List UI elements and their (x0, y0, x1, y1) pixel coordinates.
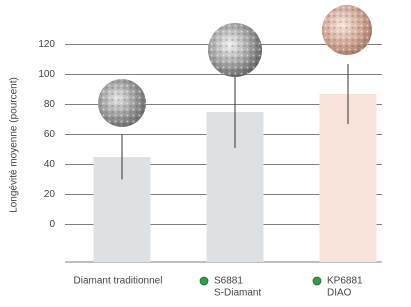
y-tick-label: 60 (44, 129, 56, 140)
y-tick-label: 120 (38, 39, 55, 50)
x-tick-label: S-Diamant (214, 288, 261, 299)
x-tick-label: S6881 (214, 276, 243, 287)
texture-image (98, 79, 146, 127)
y-tick-label: 100 (38, 69, 55, 80)
legend-dot (200, 277, 208, 285)
y-tick-label: 0 (49, 219, 55, 230)
x-tick-label: Diamant traditionnel (74, 276, 163, 287)
chart: Longévité moyenne (pourcent) 0 20 40 60 80 10… (0, 0, 411, 307)
texture-image (208, 23, 262, 77)
legend-dot (313, 277, 321, 285)
x-tick-label: DIAO (327, 288, 352, 299)
page: Longévité moyenne (pourcent) 0 20 40 60 80 10… (0, 0, 411, 307)
y-axis-label: Longévité moyenne (pourcent) (9, 77, 20, 213)
texture-image (322, 5, 372, 55)
plot-area: 0 20 40 60 80 100 120 Diamant traditionnel S6881… (38, 39, 382, 299)
y-tick-label: 20 (44, 189, 56, 200)
y-tick-label: 40 (44, 159, 56, 170)
y-tick-label: 80 (44, 99, 56, 110)
x-tick-label: KP6881 (327, 276, 363, 287)
